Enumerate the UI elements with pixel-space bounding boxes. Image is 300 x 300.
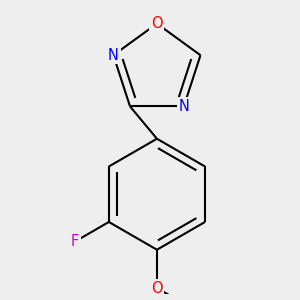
Text: O: O	[151, 281, 163, 296]
Text: N: N	[108, 48, 119, 63]
Text: O: O	[151, 16, 163, 31]
Text: N: N	[178, 99, 189, 114]
Text: F: F	[71, 234, 80, 249]
